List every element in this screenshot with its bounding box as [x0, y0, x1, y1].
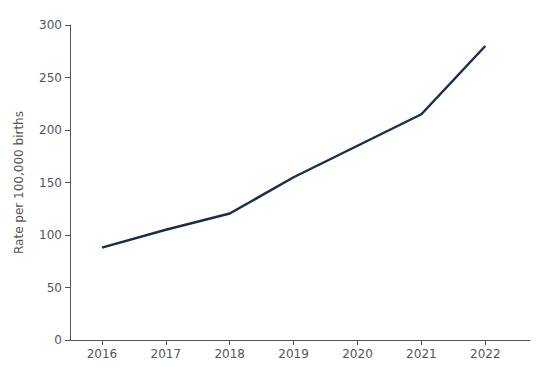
- svg-text:200: 200: [39, 123, 62, 137]
- svg-text:2016: 2016: [87, 347, 118, 361]
- svg-text:2021: 2021: [406, 347, 437, 361]
- svg-text:2019: 2019: [278, 347, 309, 361]
- svg-text:100: 100: [39, 228, 62, 242]
- svg-text:2020: 2020: [342, 347, 373, 361]
- svg-text:Rate per 100,000 births: Rate per 100,000 births: [12, 111, 26, 254]
- svg-text:0: 0: [54, 333, 62, 347]
- svg-text:250: 250: [39, 71, 62, 85]
- svg-text:2018: 2018: [214, 347, 245, 361]
- svg-text:300: 300: [39, 18, 62, 32]
- svg-text:2022: 2022: [470, 347, 501, 361]
- svg-text:150: 150: [39, 176, 62, 190]
- svg-text:2017: 2017: [151, 347, 182, 361]
- svg-text:50: 50: [47, 281, 62, 295]
